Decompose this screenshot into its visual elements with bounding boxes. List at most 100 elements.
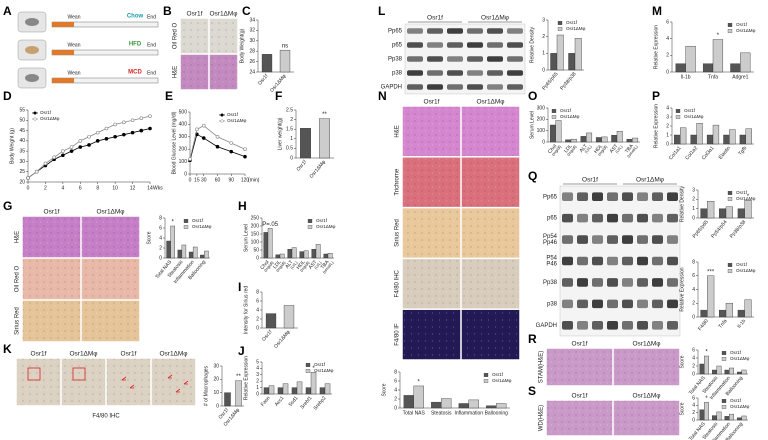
- y-tick-label: 0: [256, 325, 259, 331]
- band: [562, 235, 573, 244]
- legend-marker: [33, 111, 37, 115]
- bar: [716, 411, 722, 421]
- point: [139, 128, 144, 133]
- legend-label: Osr1ΔMφ: [192, 224, 212, 229]
- bar: [279, 49, 291, 73]
- point: [69, 145, 74, 149]
- legend-swatch: [727, 269, 733, 273]
- panel-letter: M: [652, 4, 662, 18]
- legend-label: Osr1f: [736, 262, 748, 267]
- legend-label: Osr1ΔMφ: [684, 114, 704, 119]
- column-header: Osr1ΔMφ: [476, 99, 504, 106]
- legend-swatch: [551, 115, 557, 119]
- bar: [745, 128, 752, 145]
- legend-marker: [220, 113, 224, 117]
- band: [407, 56, 423, 62]
- y-tick-label: 100: [251, 239, 260, 245]
- y-tick-label: 2.5: [286, 107, 293, 113]
- y-axis-label: Body Weight (g): [9, 128, 15, 164]
- bar: [283, 305, 295, 329]
- bar: [729, 129, 736, 145]
- band: [637, 321, 648, 330]
- band: [447, 42, 463, 48]
- band: [427, 70, 443, 76]
- y-tick-label: 35: [19, 148, 25, 154]
- row-label: Sirius Red: [395, 219, 401, 247]
- band: [652, 192, 663, 201]
- y-axis-label: # of Macrophages: [203, 365, 209, 406]
- y-tick-label: 50: [253, 247, 259, 253]
- micrograph-texture: [180, 18, 209, 54]
- bar: [685, 45, 696, 73]
- band: [467, 70, 483, 76]
- x-tick-label: 10: [112, 185, 118, 191]
- legend-swatch: [727, 29, 733, 33]
- bar: [725, 206, 733, 219]
- bar: [586, 132, 593, 143]
- band: [447, 84, 463, 90]
- y-tick-label: 34: [249, 17, 255, 23]
- bar: [626, 138, 633, 143]
- annotation: *: [418, 380, 421, 386]
- bar: [303, 250, 309, 259]
- legend-label: Osr1f: [314, 362, 326, 367]
- legend-swatch: [183, 219, 189, 223]
- band: [622, 256, 633, 266]
- bar: [712, 124, 720, 145]
- x-tick-label: TBA: [320, 259, 331, 271]
- column-header: Osr1f: [427, 15, 443, 22]
- y-tick-label: 3: [542, 17, 545, 23]
- bar: [204, 250, 209, 259]
- y-axis-label: Score: [679, 402, 685, 415]
- bar: [570, 138, 577, 143]
- y-tick-label: 400: [179, 122, 188, 128]
- panel-letter: H: [238, 199, 247, 213]
- legend-label: Osr1f: [730, 350, 742, 355]
- band-label: Pp65: [543, 194, 558, 200]
- legend-label: Osr1ΔMφ: [40, 116, 60, 121]
- x-axis-label: (min): [248, 177, 260, 183]
- bar: [224, 392, 231, 407]
- arrow: [183, 380, 189, 385]
- y-tick-label: 0: [184, 171, 187, 177]
- y-tick-label: 45: [19, 128, 25, 134]
- bar: [267, 228, 273, 259]
- band: [667, 321, 678, 330]
- bar: [674, 134, 681, 145]
- legend-swatch: [305, 369, 311, 373]
- y-axis-label: Blood Glucose Level (mg/dl): [171, 111, 177, 174]
- panel-letter: S: [528, 384, 536, 398]
- y-tick-label: 300: [537, 105, 546, 111]
- band: [407, 84, 423, 90]
- legend-label: Osr1f: [192, 218, 204, 223]
- legend-label: Osr1ΔMφ: [736, 196, 756, 201]
- micrograph-texture: [613, 400, 680, 436]
- point: [43, 161, 48, 166]
- y-tick-label: 0: [692, 371, 695, 377]
- band: [447, 28, 463, 34]
- row-label: F4/80 IHC: [395, 269, 401, 297]
- bar: [486, 405, 497, 409]
- x-tick-label: LDL: [563, 143, 574, 154]
- blot: [404, 23, 526, 95]
- band: [622, 321, 633, 330]
- bar: [291, 387, 298, 395]
- band: [577, 192, 588, 201]
- y-tick-label: 4: [666, 36, 669, 42]
- point: [87, 134, 91, 139]
- timeline-segment: [52, 50, 74, 55]
- panel-letter: F: [275, 89, 282, 103]
- bar: [611, 134, 618, 143]
- legend-label: Osr1ΔMφ: [492, 378, 512, 383]
- bar: [263, 387, 270, 395]
- x-tick-label: AST: [308, 259, 319, 270]
- band: [507, 70, 523, 76]
- column-header: Osr1ΔMφ: [96, 209, 124, 216]
- x-tick-label: ALT: [579, 143, 589, 154]
- legend-label: Osr1ΔMφ: [730, 356, 750, 361]
- band: [427, 42, 443, 48]
- point: [195, 127, 199, 132]
- bar: [413, 385, 424, 409]
- x-tick-label: Tgfb: [737, 145, 748, 157]
- y-axis-label: Liver weight(g): [277, 117, 283, 150]
